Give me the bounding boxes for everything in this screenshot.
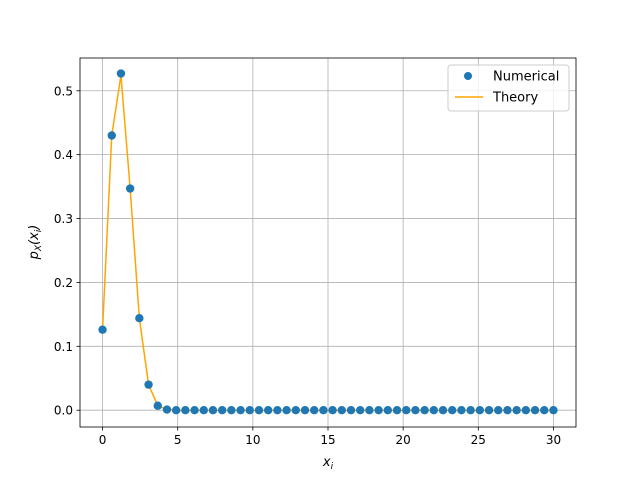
numerical-point — [392, 406, 402, 415]
y-tick-label: 0.0 — [54, 404, 73, 418]
numerical-point — [530, 406, 540, 415]
numerical-point — [512, 406, 521, 415]
numerical-point — [466, 406, 475, 415]
numerical-point — [190, 406, 199, 415]
numerical-point — [457, 406, 466, 415]
numerical-point — [475, 406, 485, 415]
numerical-point — [217, 406, 227, 415]
x-tick-label: 20 — [396, 433, 411, 447]
y-tick-label: 0.5 — [54, 84, 73, 98]
y-axis-label: pX(xi) — [27, 225, 44, 261]
numerical-point — [448, 406, 457, 415]
numerical-series — [98, 69, 558, 415]
y-axis: 0.0 0.1 0.2 0.3 0.4 0.5 — [54, 84, 80, 418]
x-axis: 0 5 10 15 20 25 30 — [99, 427, 561, 447]
legend: Numerical Theory — [447, 64, 570, 112]
numerical-point — [291, 406, 300, 415]
numerical-point — [153, 401, 162, 410]
numerical-point — [310, 406, 319, 415]
x-axis-label: xi — [322, 455, 334, 472]
y-tick-label: 0.3 — [54, 212, 73, 226]
numerical-point — [365, 406, 374, 415]
numerical-point — [374, 406, 383, 415]
numerical-point — [135, 314, 144, 323]
numerical-point — [484, 406, 494, 415]
numerical-point — [503, 406, 512, 415]
y-tick-label: 0.1 — [54, 340, 73, 354]
y-tick-label: 0.4 — [54, 148, 73, 162]
numerical-point — [402, 406, 411, 415]
numerical-point — [199, 406, 208, 415]
numerical-point — [540, 406, 549, 415]
legend-numerical-label: Numerical — [493, 70, 559, 85]
x-tick-label: 10 — [245, 433, 260, 447]
numerical-point — [521, 406, 531, 415]
numerical-point — [116, 69, 126, 78]
numerical-point — [162, 405, 172, 414]
legend-theory-label: Theory — [492, 91, 538, 106]
numerical-point — [346, 406, 356, 415]
numerical-point — [254, 406, 264, 415]
numerical-point — [273, 406, 282, 415]
numerical-point — [438, 406, 448, 415]
numerical-point — [411, 406, 420, 415]
numerical-point — [337, 406, 346, 415]
x-tick-label: 25 — [471, 433, 486, 447]
numerical-point — [549, 406, 558, 415]
legend-numerical-marker — [464, 72, 472, 80]
numerical-point — [208, 406, 218, 415]
numerical-point — [181, 406, 190, 415]
y-tick-label: 0.2 — [54, 276, 73, 290]
x-tick-label: 30 — [546, 433, 561, 447]
numerical-point — [245, 406, 254, 415]
numerical-point — [300, 406, 310, 415]
x-tick-label: 15 — [320, 433, 335, 447]
numerical-point — [125, 184, 135, 193]
legend-box — [447, 64, 570, 112]
numerical-point — [494, 406, 503, 415]
numerical-point — [227, 406, 236, 415]
numerical-point — [319, 406, 328, 415]
numerical-point — [429, 406, 439, 415]
numerical-point — [171, 406, 181, 415]
numerical-point — [328, 406, 337, 415]
numerical-point — [263, 406, 273, 415]
x-tick-label: 0 — [99, 433, 107, 447]
numerical-point — [356, 406, 365, 415]
numerical-point — [144, 380, 153, 389]
numerical-point — [420, 406, 429, 415]
numerical-point — [383, 406, 393, 415]
numerical-point — [236, 406, 245, 415]
x-tick-label: 5 — [174, 433, 182, 447]
numerical-point — [282, 406, 291, 415]
numerical-point — [107, 131, 116, 140]
numerical-point — [98, 325, 107, 334]
grid — [80, 58, 576, 427]
